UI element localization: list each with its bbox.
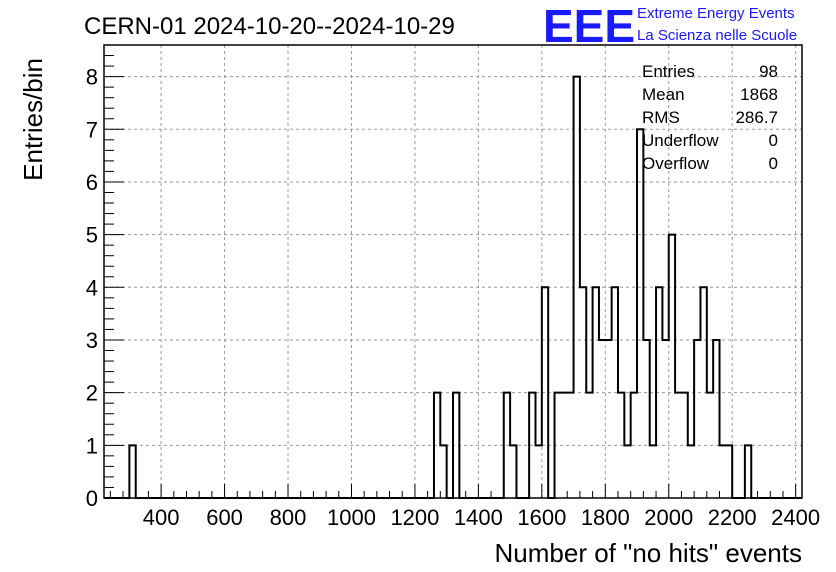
x-tick-label: 1400 [454, 505, 503, 530]
y-tick-label: 3 [86, 328, 98, 353]
stats-entries-value: 98 [759, 62, 778, 81]
y-axis-label: Entries/bin [18, 58, 48, 181]
x-tick-label: 600 [206, 505, 243, 530]
chart-title: CERN-01 2024-10-20--2024-10-29 [84, 13, 455, 40]
y-tick-label: 2 [86, 381, 98, 406]
y-tick-label: 1 [86, 433, 98, 458]
stats-box: Entries 98 Mean 1868 RMS 286.7 Underflow… [642, 62, 778, 173]
stats-rms-value: 286.7 [735, 108, 778, 127]
stats-overflow-value: 0 [769, 154, 778, 173]
x-tick-label: 2000 [644, 505, 693, 530]
logo-mark: EEE [543, 0, 635, 52]
stats-underflow-value: 0 [769, 131, 778, 150]
logo: EEE Extreme Energy Events La Scienza nel… [543, 0, 797, 52]
x-tick-label: 2200 [708, 505, 757, 530]
stats-rms-label: RMS [642, 108, 680, 127]
logo-line1: Extreme Energy Events [637, 5, 795, 22]
tick-labels: 400 600 800 1000 1200 1400 1600 1800 2000 2200 240… [86, 65, 820, 530]
axis-ticks [104, 55, 797, 499]
logo-line2: La Scienza nelle Scuole [637, 27, 797, 44]
x-tick-label: 1000 [327, 505, 376, 530]
y-tick-label: 0 [86, 486, 98, 511]
y-tick-label: 5 [86, 223, 98, 248]
y-tick-label: 7 [86, 117, 98, 142]
x-tick-label: 2400 [771, 505, 820, 530]
x-tick-label: 1800 [581, 505, 630, 530]
x-tick-label: 800 [270, 505, 307, 530]
stats-overflow-label: Overflow [642, 154, 710, 173]
stats-underflow-label: Underflow [642, 131, 719, 150]
x-tick-label: 1600 [517, 505, 566, 530]
stats-mean-label: Mean [642, 85, 685, 104]
x-tick-label: 1200 [390, 505, 439, 530]
y-tick-label: 8 [86, 65, 98, 90]
stats-mean-value: 1868 [740, 85, 778, 104]
y-tick-label: 6 [86, 170, 98, 195]
stats-entries-label: Entries [642, 62, 695, 81]
x-tick-label: 400 [143, 505, 180, 530]
x-axis-label: Number of "no hits" events [495, 538, 803, 568]
y-tick-label: 4 [86, 275, 98, 300]
